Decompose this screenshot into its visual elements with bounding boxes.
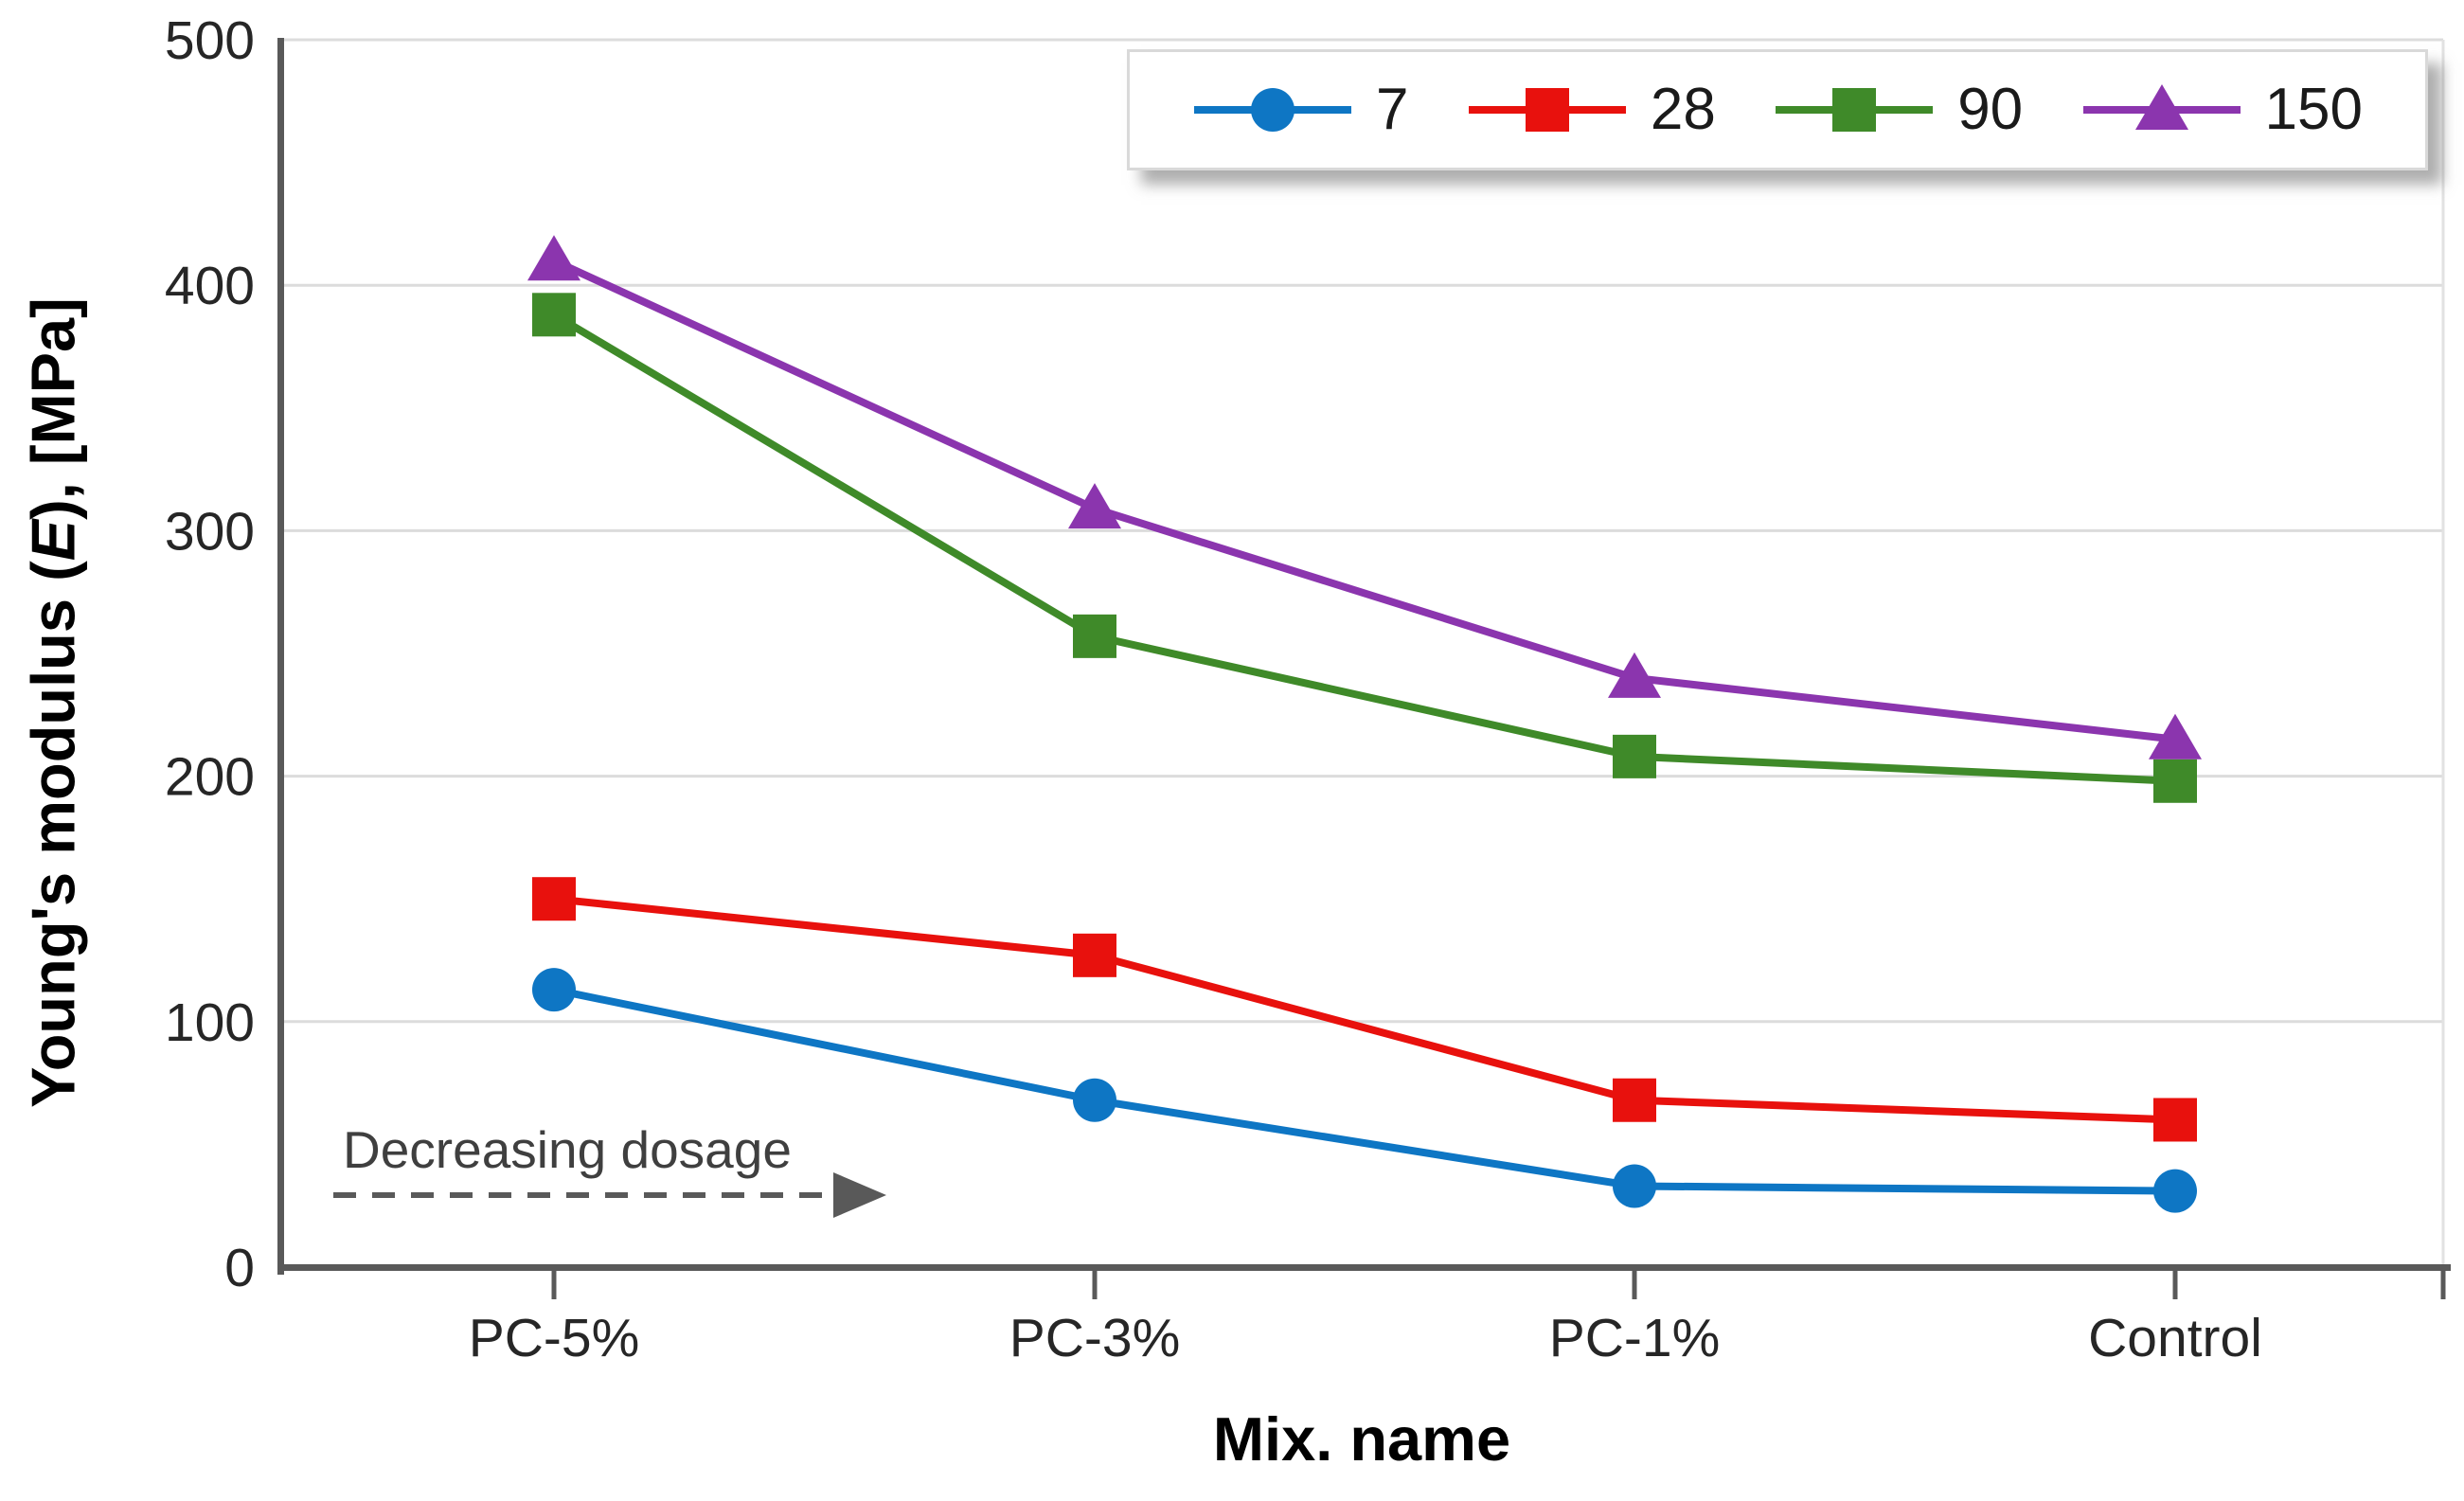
series-150-marker-2 [1608, 652, 1661, 698]
y-axis-title-pre: Young's modulus ( [18, 561, 88, 1108]
legend: 7 28 90 150 [1127, 49, 2428, 170]
series-28-marker-2 [1613, 1078, 1656, 1122]
y-axis-title-post: ), [MPa] [18, 297, 88, 520]
legend-marker-90-icon [1776, 88, 1934, 132]
x-tick-label-1: PC-3% [1009, 1308, 1181, 1368]
y-tick-label-300: 300 [165, 501, 255, 562]
series-90-marker-2 [1613, 734, 1656, 778]
legend-item-90: 90 [1774, 80, 2023, 140]
x-axis-title: Mix. name [1212, 1404, 1511, 1474]
legend-label-150: 150 [2264, 77, 2363, 142]
x-axis-line [277, 1264, 2451, 1271]
legend-item-28: 28 [1467, 80, 1716, 140]
annotation-arrow-head-icon [833, 1172, 886, 1218]
legend-item-7: 7 [1192, 80, 1408, 140]
y-axis-title: Young's modulus (E), [MPa] [18, 297, 89, 1108]
series-150-line [552, 257, 2176, 743]
legend-label-90: 90 [1957, 77, 2024, 142]
series-28-line [553, 895, 2176, 1124]
y-tick-label-100: 100 [165, 992, 255, 1053]
y-tick-label-200: 200 [165, 747, 255, 808]
series-150-marker-3 [2149, 713, 2202, 759]
x-tick-label-0: PC-5% [469, 1308, 640, 1368]
legend-item-150: 150 [2081, 80, 2363, 140]
x-tick-label-3: Control [2088, 1308, 2262, 1368]
series-90-marker-3 [2153, 759, 2197, 803]
series-90-marker-0 [532, 293, 576, 337]
annotation-decreasing-dosage: Decreasing dosage [343, 1120, 792, 1179]
series-90-line [551, 311, 2176, 785]
legend-label-7: 7 [1376, 77, 1409, 142]
series-7-marker-1 [1073, 1078, 1116, 1122]
series-28-marker-0 [532, 877, 576, 921]
series-7-marker-0 [532, 968, 576, 1012]
series-7-line [553, 986, 2176, 1195]
legend-marker-28-icon [1468, 88, 1626, 132]
y-tick-label-0: 0 [224, 1238, 255, 1298]
y-axis-line [277, 38, 284, 1275]
legend-label-28: 28 [1650, 77, 1716, 142]
series-150-marker-0 [527, 235, 580, 281]
series-28-marker-3 [2153, 1098, 2197, 1142]
y-tick-label-500: 500 [165, 10, 255, 71]
x-tick-label-2: PC-1% [1549, 1308, 1721, 1368]
series-90-marker-1 [1073, 614, 1116, 658]
legend-marker-7-icon [1194, 88, 1351, 132]
y-tick-label-400: 400 [165, 256, 255, 316]
series-7-marker-2 [1613, 1164, 1656, 1208]
series-28-marker-1 [1073, 933, 1116, 977]
y-axis-title-italic: E [18, 519, 88, 562]
series-7-marker-3 [2153, 1169, 2197, 1213]
series-150-marker-1 [1068, 483, 1121, 529]
legend-marker-150-icon [2082, 84, 2241, 130]
